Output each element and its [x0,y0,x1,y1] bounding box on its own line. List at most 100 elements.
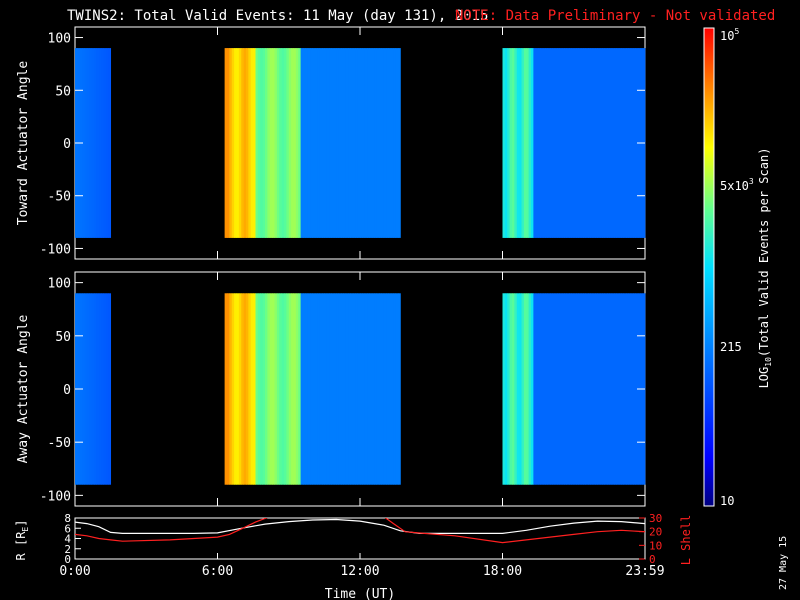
heatmap-column [227,293,230,485]
heatmap-column [390,293,394,485]
heatmap-column [331,48,335,238]
heatmap-column [621,48,625,238]
heatmap-column [357,48,361,238]
heatmap-column [262,293,266,485]
panel-orbit-lines [75,518,645,544]
heatmap-column [566,293,570,485]
heatmap-column [535,293,539,485]
heatmap-column [390,48,394,238]
heatmap-column [331,293,335,485]
heatmap-column [585,293,589,485]
heatmap-column [592,293,596,485]
heatmap-column [279,48,283,238]
heatmap-column [241,293,245,485]
orbit-left-tick-label: 0 [64,553,71,566]
heatmap-column [611,48,615,238]
heatmap-column [542,48,546,238]
heatmap-column [303,293,306,485]
heatmap-column [329,48,332,238]
heatmap-column [89,293,93,485]
heatmap-column [514,48,518,238]
heatmap-column [599,48,603,238]
colorbar-label-base: 10 [764,357,773,367]
heatmap-column [611,293,615,485]
heatmap-column [623,293,627,485]
heatmap-column [98,293,102,485]
colorbar-tick-1e5-base: 10 [720,29,734,43]
heatmap-column [348,293,351,485]
heatmap-column [550,293,553,485]
colorbar-tick-5e3: 5x103 [720,177,754,193]
heatmap-column [635,293,639,485]
heatmap-column [241,48,245,238]
heatmap-column [224,293,228,485]
heatmap-column [604,48,608,238]
heatmap-column [569,48,572,238]
heatmap-column [557,293,560,485]
heatmap-column [609,48,613,238]
heatmap-column [255,293,259,485]
heatmap-column [578,48,582,238]
heatmap-column [566,48,570,238]
heatmap-column [502,293,506,485]
y-tick-label: -50 [48,190,71,205]
heatmap-column [310,48,313,238]
colorbar-tick-5e3-base: 5x10 [720,179,749,193]
heatmap-column [250,293,254,485]
heatmap-column [531,48,534,238]
panel-toward-ylabel: Toward Actuator Angle [16,61,31,226]
heatmap-column [281,48,285,238]
heatmap-column [559,293,563,485]
heatmap-column [526,293,530,485]
heatmap-column [298,293,302,485]
heatmap-column [547,48,551,238]
heatmap-column [250,48,254,238]
heatmap-column [350,293,354,485]
heatmap-column [364,48,368,238]
heatmap-column [312,293,316,485]
heatmap-column [246,48,249,238]
heatmap-column [293,293,297,485]
heatmap-column [314,293,318,485]
heatmap-column [319,293,323,485]
heatmap-column [269,293,273,485]
heatmap-column [583,293,587,485]
orbit-left-tick-label: 4 [64,533,71,546]
orbit-left-tick-label: 6 [64,522,71,535]
heatmap-column [103,48,107,238]
heatmap-column [272,293,275,485]
y-tick-label: 0 [63,383,71,398]
heatmap-column [310,293,313,485]
orbit-ylabel-left-end: ] [14,520,28,527]
heatmap-column [262,48,266,238]
colorbar-label: LOG10(Total Valid Events per Scan) [757,148,773,389]
heatmap-column [564,48,568,238]
heatmap-column [338,48,342,238]
x-tick-label: 18:00 [483,564,522,579]
x-tick-label: 0:00 [59,564,90,579]
heatmap-column [286,48,290,238]
heatmap-column [512,293,515,485]
colorbar-tick-1e5-exp: 5 [734,27,739,36]
y-tick-label: 100 [48,32,71,47]
heatmap-column [336,293,340,485]
heatmap-column [576,293,579,485]
heatmap-column [395,48,399,238]
heatmap-column [286,293,290,485]
panel-away-heatmap [75,293,646,485]
orbit-right-tick-label: 30 [649,512,662,525]
heatmap-column [374,48,378,238]
heatmap-column [523,293,527,485]
preliminary-note: NOTE: Data Preliminary - Not validated [455,8,775,24]
heatmap-column [86,293,90,485]
heatmap-column [348,48,351,238]
heatmap-column [398,293,401,485]
heatmap-column [357,293,361,485]
heatmap-column [329,293,332,485]
heatmap-column [274,293,278,485]
heatmap-column [288,293,292,485]
heatmap-column [314,48,318,238]
heatmap-column [614,48,617,238]
heatmap-column [84,48,88,238]
panel-away-y-ticks: -100 -50 0 50 100 [40,272,646,506]
